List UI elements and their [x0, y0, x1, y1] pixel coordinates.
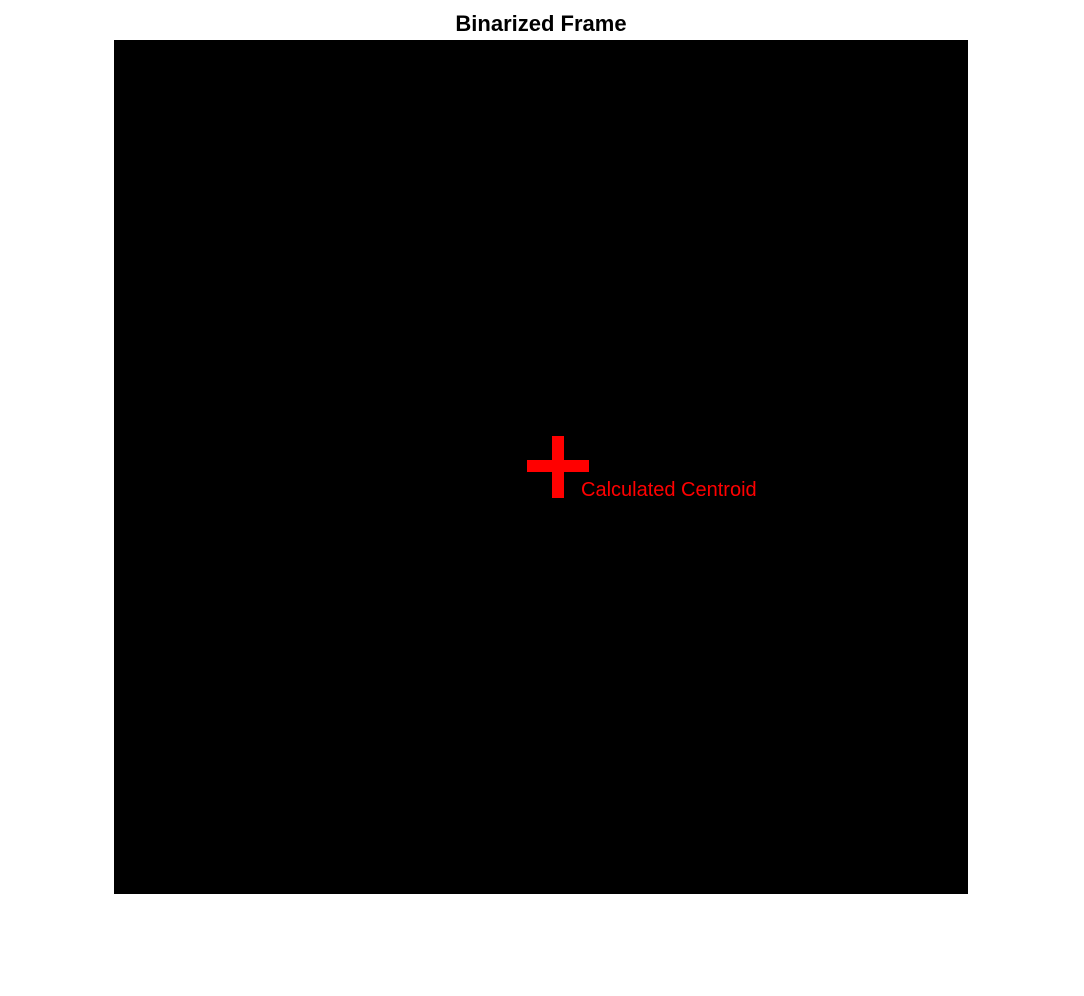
marker-vertical-bar — [552, 436, 564, 498]
figure-title: Binarized Frame — [455, 11, 627, 36]
centroid-plus-marker-icon — [527, 436, 589, 498]
binarized-image-axes: Calculated Centroid — [114, 40, 968, 894]
centroid-label: Calculated Centroid — [581, 479, 757, 501]
